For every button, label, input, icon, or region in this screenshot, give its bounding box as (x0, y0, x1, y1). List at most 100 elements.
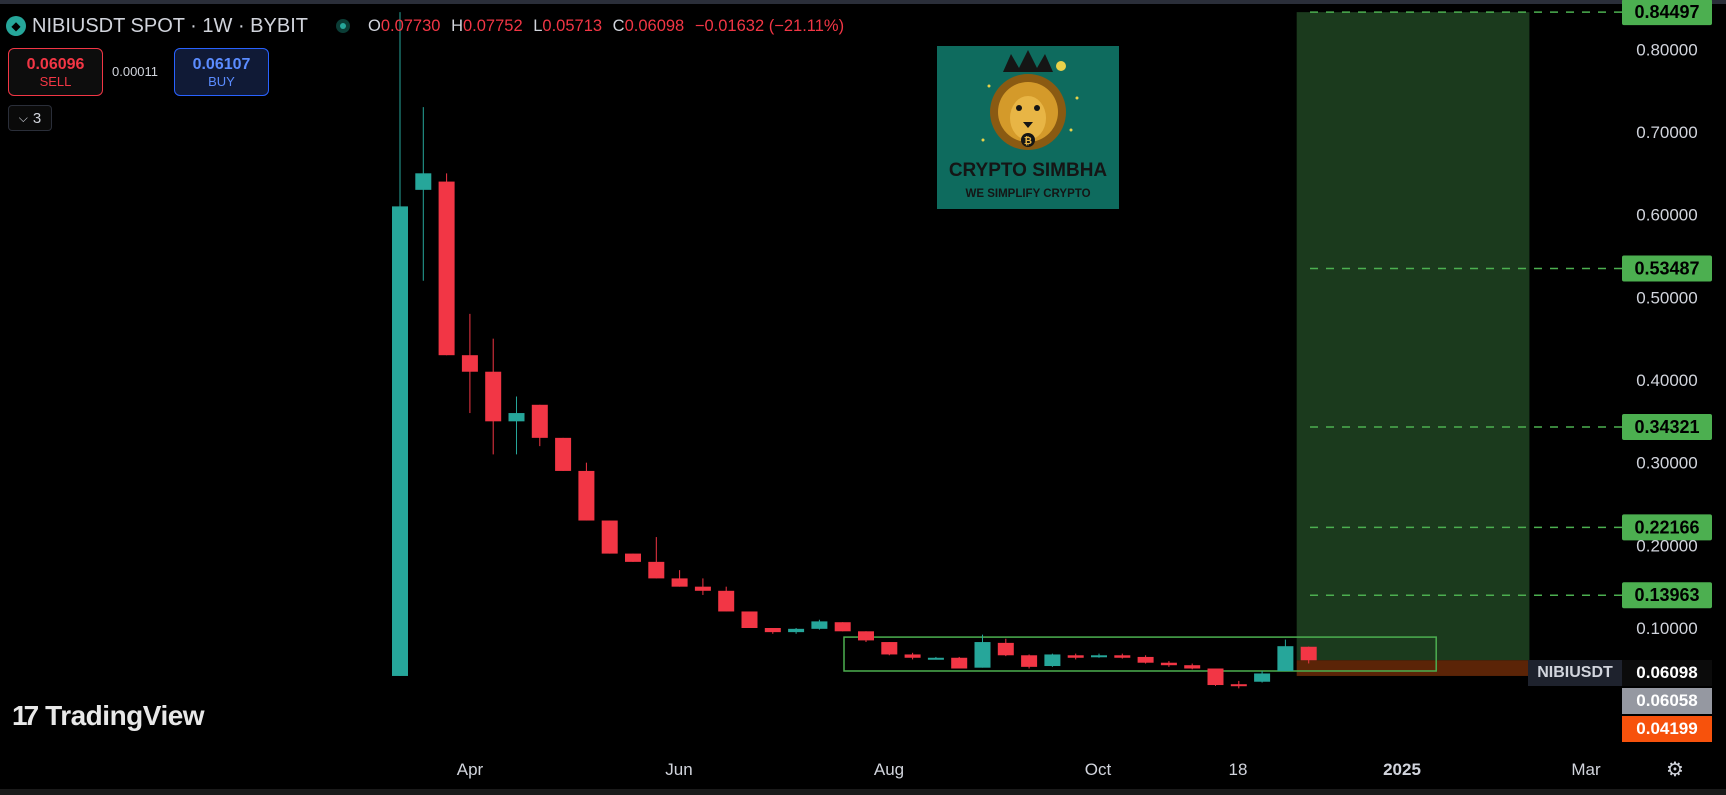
level-label-4: 0.13963 (1634, 585, 1699, 605)
candle-body-36 (1230, 684, 1247, 687)
level-label-1: 0.53487 (1634, 258, 1699, 278)
open-key: O (367, 16, 381, 35)
bottom-border (0, 789, 1726, 795)
candle-body-37 (1254, 673, 1271, 682)
top-border (0, 0, 1726, 4)
range-box-2 (843, 636, 1437, 672)
candle-body-9 (601, 520, 618, 554)
spread-value: 0.00011 (112, 64, 159, 79)
candle-body-27 (1021, 655, 1038, 667)
symbol-title[interactable]: NIBIUSDT SPOT · 1W · BYBIT (32, 14, 308, 37)
buy-price: 0.06107 (192, 55, 251, 73)
watermark-tagline: WE SIMPLIFY CRYPTO (965, 188, 1091, 200)
watermark-brand: CRYPTO SIMBHA (948, 160, 1108, 181)
x-tick-label-2: Aug (874, 760, 904, 779)
x-tick-label-1: Jun (665, 760, 692, 779)
x-tick-label-3: Oct (1085, 760, 1112, 779)
level-tag-2 (1622, 413, 1712, 440)
level-label-3: 0.22166 (1634, 517, 1699, 537)
candle-body-26 (997, 642, 1014, 656)
close-key: C (612, 16, 625, 35)
candle-body-29 (1067, 655, 1084, 658)
sell-price: 0.06096 (26, 55, 85, 73)
candle-body-28 (1044, 654, 1061, 667)
level-label-0: 0.84497 (1634, 2, 1699, 22)
current-price-label: 0.06098 (1622, 660, 1712, 686)
candle-body-31 (1114, 655, 1131, 658)
level-tag-4 (1622, 582, 1712, 609)
candle-body-30 (1091, 655, 1107, 658)
candle-body-34 (1184, 665, 1201, 669)
low-value: 0.05713 (542, 16, 603, 35)
level-tag-0 (1622, 0, 1712, 26)
symbol-price-label: NIBIUSDT (1528, 660, 1622, 686)
candle-body-18 (811, 621, 828, 629)
tradingview-logo[interactable]: 17 TradingView (12, 700, 205, 732)
exchange-diamond-icon[interactable]: ◆ (6, 16, 26, 36)
candle-body-10 (625, 553, 641, 562)
low-key: L (533, 16, 543, 35)
buy-button[interactable]: 0.06107 BUY (174, 48, 269, 96)
candle-body-12 (671, 578, 688, 587)
indicators-toggle-button[interactable]: ⌵ 3 (8, 105, 52, 131)
candle-body-21 (881, 642, 898, 655)
candle-body-35 (1207, 668, 1224, 686)
y-tick-label-2: 0.60000 (1636, 206, 1697, 225)
candle-body-19 (834, 622, 851, 632)
candle-body-11 (648, 561, 665, 579)
high-value: 0.07752 (462, 16, 523, 35)
y-tick-label-5: 0.30000 (1636, 454, 1697, 473)
stop-zone-1 (1296, 660, 1530, 676)
svg-text:₿: ₿ (1024, 135, 1032, 147)
y-tick-label-0: 0.80000 (1636, 40, 1697, 59)
candle-body-22 (904, 654, 921, 658)
candle-body-7 (555, 437, 572, 471)
candle-body-1 (415, 173, 432, 190)
stop-price-label: 0.04199 (1622, 716, 1712, 742)
candle-body-13 (694, 586, 711, 591)
x-tick-label-4: 18 (1229, 760, 1248, 779)
gear-icon[interactable]: ⚙ (1666, 758, 1684, 781)
candle-body-20 (858, 631, 874, 641)
open-value: 0.07730 (380, 16, 441, 35)
chart-header: ◆ NIBIUSDT SPOT · 1W · BYBIT O0.07730 H0… (6, 14, 850, 38)
level-tag-1 (1622, 255, 1712, 282)
candle-body-4 (485, 371, 502, 422)
high-key: H (451, 16, 463, 35)
y-tick-label-1: 0.70000 (1636, 123, 1697, 142)
level-tag-3 (1622, 514, 1712, 541)
candle-body-23 (927, 657, 944, 660)
candle-body-2 (438, 181, 455, 356)
buy-label: BUY (208, 73, 235, 89)
gray-price-label: 0.06058 (1622, 688, 1712, 714)
ohlc-legend: O0.07730 H0.07752 L0.05713 C0.06098 −0.0… (368, 17, 850, 36)
y-tick-label-7: 0.10000 (1636, 619, 1697, 638)
level-label-2: 0.34321 (1634, 417, 1699, 437)
close-value: 0.06098 (624, 16, 685, 35)
candle-body-24 (951, 657, 968, 669)
candle-body-33 (1160, 662, 1177, 666)
tradingview-brand: TradingView (45, 700, 205, 731)
candle-body-39 (1300, 646, 1317, 661)
candle-body-6 (531, 404, 548, 438)
x-tick-label-0: Apr (457, 760, 484, 779)
sell-label: SELL (39, 73, 72, 89)
target-zone-0 (1296, 12, 1530, 661)
y-tick-label-6: 0.20000 (1636, 536, 1697, 555)
candle-body-14 (718, 590, 735, 612)
y-tick-label-3: 0.50000 (1636, 288, 1697, 307)
candle-body-5 (508, 413, 525, 422)
candle-body-17 (788, 628, 805, 633)
candle-body-15 (741, 611, 758, 628)
sell-button[interactable]: 0.06096 SELL (8, 48, 103, 96)
candle-body-32 (1137, 656, 1154, 663)
candle-body-3 (461, 355, 478, 372)
change-value: −0.01632 (−21.11%) (694, 16, 845, 35)
x-tick-label-6: Mar (1571, 760, 1601, 779)
chevron-down-icon: ⌵ (18, 110, 28, 125)
lion-king-logo-icon: ₿ (981, 50, 1079, 150)
indicators-count: 3 (32, 109, 42, 127)
candle-body-38 (1277, 646, 1294, 671)
market-open-icon[interactable] (335, 19, 350, 33)
